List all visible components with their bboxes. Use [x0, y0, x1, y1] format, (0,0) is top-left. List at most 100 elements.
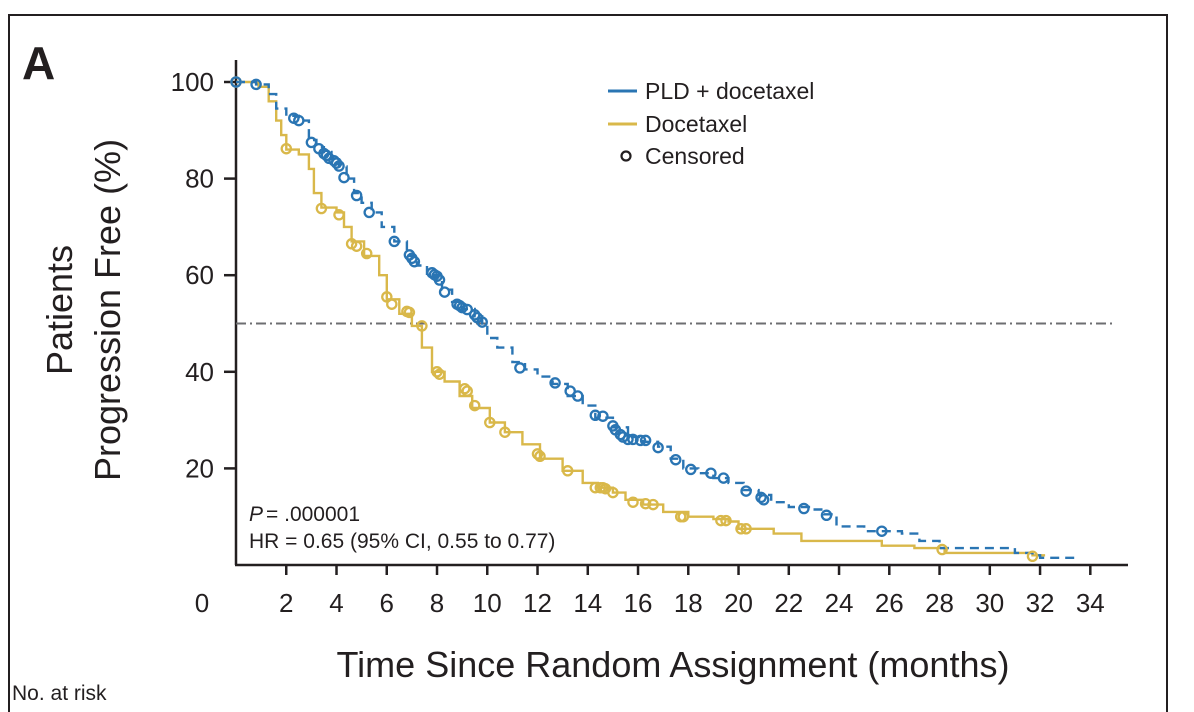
legend: PLD + docetaxel Docetaxel Censored	[608, 78, 814, 169]
censored-marker-doc	[740, 523, 752, 535]
x-tick-label: 12	[523, 588, 552, 618]
p-value-number: = .000001	[266, 503, 360, 526]
legend-label-doc: Docetaxel	[645, 111, 747, 137]
censored-marker-pld	[476, 316, 488, 328]
censored-marker-pld	[305, 136, 318, 149]
censored-marker-pld	[755, 491, 767, 504]
panel-border	[8, 14, 1168, 712]
censored-marker-doc	[433, 368, 446, 380]
censored-marker-pld	[571, 390, 584, 402]
censored-marker-doc	[607, 486, 619, 499]
censored-marker-doc	[561, 465, 574, 477]
y-tick-label: 60	[185, 260, 214, 290]
censored-marker-pld	[717, 472, 730, 484]
censored-marker-pld	[350, 189, 363, 202]
censored-marker-pld	[338, 171, 350, 184]
censored-marker-pld	[514, 362, 526, 374]
censored-marker-pld	[230, 76, 242, 88]
censored-marker-doc	[499, 426, 511, 438]
censored-marker-pld	[634, 434, 647, 447]
axes	[234, 60, 1128, 567]
risk-table-label: No. at risk	[12, 682, 107, 705]
x-tick-label: 24	[825, 588, 854, 618]
censored-marker-doc	[720, 514, 732, 527]
x-tick-label-zero: 0	[195, 588, 209, 618]
censored-marker-pld	[669, 453, 682, 466]
y-tick-label: 20	[185, 453, 214, 483]
censored-marker-pld	[597, 410, 609, 422]
censored-marker-pld	[549, 377, 561, 389]
censored-marker-pld	[388, 235, 401, 248]
censored-marker-pld	[757, 494, 770, 506]
x-tick-label: 8	[430, 588, 444, 618]
censored-marker-doc	[386, 298, 398, 310]
x-tick-label: 20	[724, 588, 753, 618]
censored-marker-pld	[622, 433, 634, 446]
censored-marker-doc	[315, 202, 328, 215]
x-tick-label: 18	[674, 588, 703, 618]
censored-marker-doc	[627, 496, 639, 508]
censored-marker-pld	[589, 409, 602, 422]
censored-marker-doc	[936, 543, 948, 556]
y-axis-title-line2: Progression Free (%)	[87, 139, 128, 481]
censored-marker-pld	[639, 434, 652, 447]
censored-marker-doc	[350, 240, 363, 252]
x-axis-title: Time Since Random Assignment (months)	[337, 644, 1010, 685]
censored-marker-doc	[531, 448, 544, 460]
x-tick-label: 10	[473, 588, 502, 618]
censored-marker-pld	[798, 502, 810, 515]
y-ticks: 20 40 60 80 100	[171, 67, 236, 483]
statistics-annotation: P = .000001 HR = 0.65 (95% CI, 0.55 to 0.…	[249, 503, 555, 553]
x-tick-label: 16	[624, 588, 653, 618]
x-tick-label: 30	[975, 588, 1004, 618]
censored-marker-pld	[876, 525, 888, 537]
censored-marker-doc	[534, 450, 546, 463]
censored-marker-doc	[1026, 550, 1039, 563]
censored-marker-pld	[320, 149, 333, 162]
censored-marker-pld	[652, 441, 664, 454]
censored-marker-pld	[705, 467, 717, 479]
x-tick-label: 28	[925, 588, 954, 618]
censored-marker-doc	[461, 385, 473, 397]
censored-marker-doc	[484, 416, 496, 429]
x-tick-label: 14	[573, 588, 602, 618]
legend-label-censored: Censored	[645, 143, 745, 169]
censored-marker-doc	[280, 142, 293, 155]
censored-marker-pld	[461, 303, 473, 316]
x-tick-label: 6	[380, 588, 394, 618]
x-tick-label: 32	[1026, 588, 1055, 618]
censored-marker-doc	[647, 498, 659, 511]
legend-censored-marker-icon	[620, 150, 632, 162]
censored-marker-pld	[438, 286, 451, 298]
censored-marker-pld	[433, 274, 446, 286]
censored-marker-pld	[408, 255, 421, 268]
censored-marker-doc	[715, 514, 727, 527]
censored-marker-pld	[456, 301, 468, 314]
x-tick-label: 22	[774, 588, 803, 618]
y-tick-label: 80	[185, 164, 214, 194]
censored-marker-pld	[250, 78, 262, 91]
y-axis-title-line1: Patients	[39, 245, 80, 375]
censored-marker-doc	[360, 247, 373, 260]
censored-marker-pld	[293, 114, 305, 127]
censored-marker-doc	[735, 523, 747, 535]
censored-marker-doc	[416, 320, 428, 332]
censored-marker-doc	[639, 497, 652, 510]
legend-label-pld: PLD + docetaxel	[645, 78, 814, 104]
x-tick-label: 26	[875, 588, 904, 618]
y-tick-label: 100	[171, 67, 214, 97]
censored-marker-doc	[333, 209, 345, 221]
p-value-symbol: P	[249, 503, 263, 526]
censored-marker-pld	[627, 433, 639, 446]
x-tick-label: 2	[279, 588, 293, 618]
censored-marker-doc	[403, 306, 416, 319]
censored-marker-pld	[468, 309, 481, 321]
censored-marker-pld	[330, 157, 343, 169]
censored-marker-doc	[458, 382, 471, 395]
p-value-text: P = .000001	[249, 503, 360, 526]
censored-marker-pld	[333, 160, 345, 172]
censored-marker-doc	[677, 510, 690, 523]
x-tick-label: 34	[1076, 588, 1105, 618]
